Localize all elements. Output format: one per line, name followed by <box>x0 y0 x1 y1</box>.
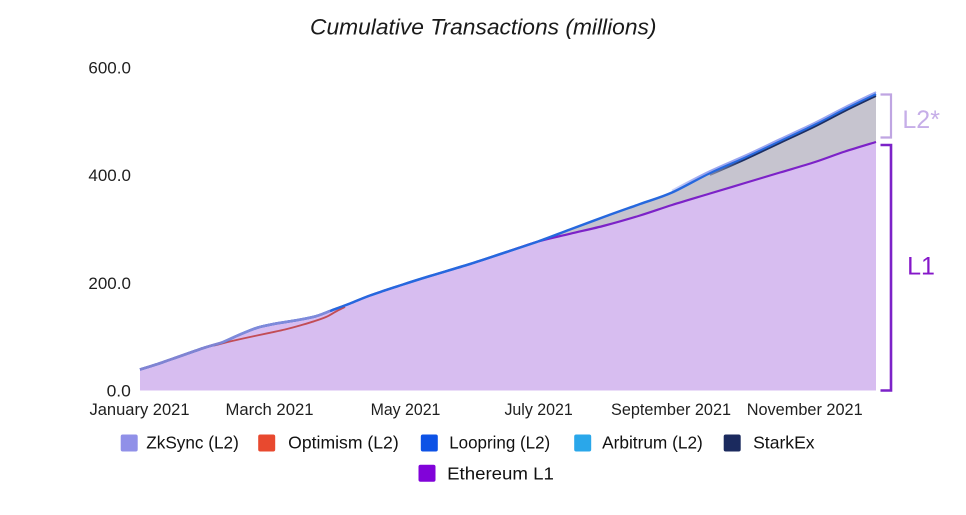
svg-text:L1: L1 <box>907 253 935 281</box>
svg-text:November 2021: November 2021 <box>747 401 863 419</box>
svg-text:0.0: 0.0 <box>107 382 131 401</box>
svg-text:200.0: 200.0 <box>88 274 131 293</box>
svg-text:StarkEx: StarkEx <box>753 433 815 453</box>
svg-text:ZkSync (L2): ZkSync (L2) <box>146 433 239 453</box>
svg-text:March 2021: March 2021 <box>226 401 314 419</box>
svg-text:Optimism (L2): Optimism (L2) <box>288 433 399 453</box>
svg-text:L2*: L2* <box>902 106 940 134</box>
svg-text:Cumulative Transactions (milli: Cumulative Transactions (millions) <box>310 14 657 39</box>
svg-text:Ethereum L1: Ethereum L1 <box>447 464 554 484</box>
svg-text:400.0: 400.0 <box>88 166 131 185</box>
svg-text:September 2021: September 2021 <box>611 401 731 419</box>
svg-text:Arbitrum (L2): Arbitrum (L2) <box>602 433 703 453</box>
svg-text:July 2021: July 2021 <box>504 401 572 419</box>
svg-text:600.0: 600.0 <box>88 58 131 77</box>
svg-text:January 2021: January 2021 <box>90 401 190 419</box>
svg-text:May 2021: May 2021 <box>371 401 441 419</box>
svg-text:Loopring (L2): Loopring (L2) <box>449 433 550 453</box>
